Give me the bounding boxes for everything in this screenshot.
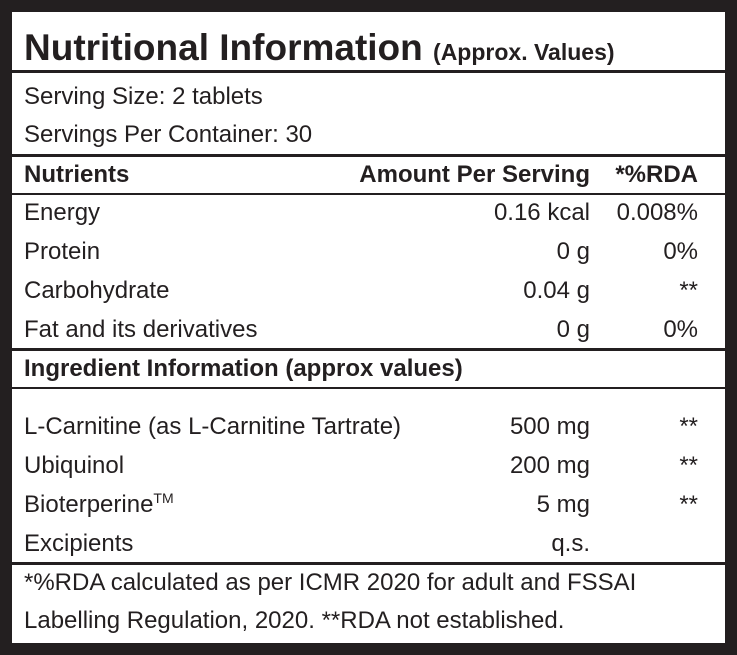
rule [12,562,725,565]
nutrient-rda: 0.008% [616,199,698,226]
serving-info: Servings Per Container: 30 [24,121,313,148]
nutrient-amount: 0 g [556,316,590,343]
nutrition-label: Nutritional Information (Approx. Values)… [12,12,725,643]
ingredient-rda: ** [679,413,698,440]
ingredient-name: BioterperineTM [24,490,174,518]
nutrient-name: Energy [24,199,101,226]
nutrient-rda: 0% [663,238,698,265]
nutrient-rda: ** [679,277,698,304]
ingredient-amount: 200 mg [509,452,590,479]
ingredient-rda: ** [679,491,698,518]
ingredient-amount: 5 mg [536,491,590,518]
rule [12,387,725,389]
rule [12,70,725,73]
nutrient-name: Fat and its derivatives [24,316,258,343]
nutrient-amount: 0 g [556,238,590,265]
title: Nutritional Information (Approx. Values) [24,26,615,74]
ingredient-name: Excipients [24,530,134,557]
rule [12,193,725,195]
rule [12,154,725,157]
footnote: Labelling Regulation, 2020. **RDA not es… [24,607,565,634]
ingredient-name: L-Carnitine (as L-Carnitine Tartrate) [24,413,402,440]
nutrient-amount: 0.04 g [523,277,590,304]
serving-info: Serving Size: 2 tablets [24,83,263,110]
column-header: *%RDA [615,161,698,188]
trademark: TM [153,490,174,506]
nutrient-name: Carbohydrate [24,277,170,304]
nutrient-name: Protein [24,238,101,265]
ingredient-rda: ** [679,452,698,479]
ingredient-amount: 500 mg [509,413,590,440]
ingredient-name: Ubiquinol [24,452,125,479]
subtitle: (Approx. Values) [433,39,615,65]
column-header: Amount Per Serving [359,161,590,188]
column-header: Nutrients [24,161,130,188]
rule [12,348,725,351]
footnote: *%RDA calculated as per ICMR 2020 for ad… [24,569,637,596]
nutrient-amount: 0.16 kcal [493,199,590,226]
nutrient-rda: 0% [663,316,698,343]
section-header: Ingredient Information (approx values) [24,355,463,382]
title-text: Nutritional Information [24,27,423,68]
ingredient-amount: q.s. [551,530,590,557]
